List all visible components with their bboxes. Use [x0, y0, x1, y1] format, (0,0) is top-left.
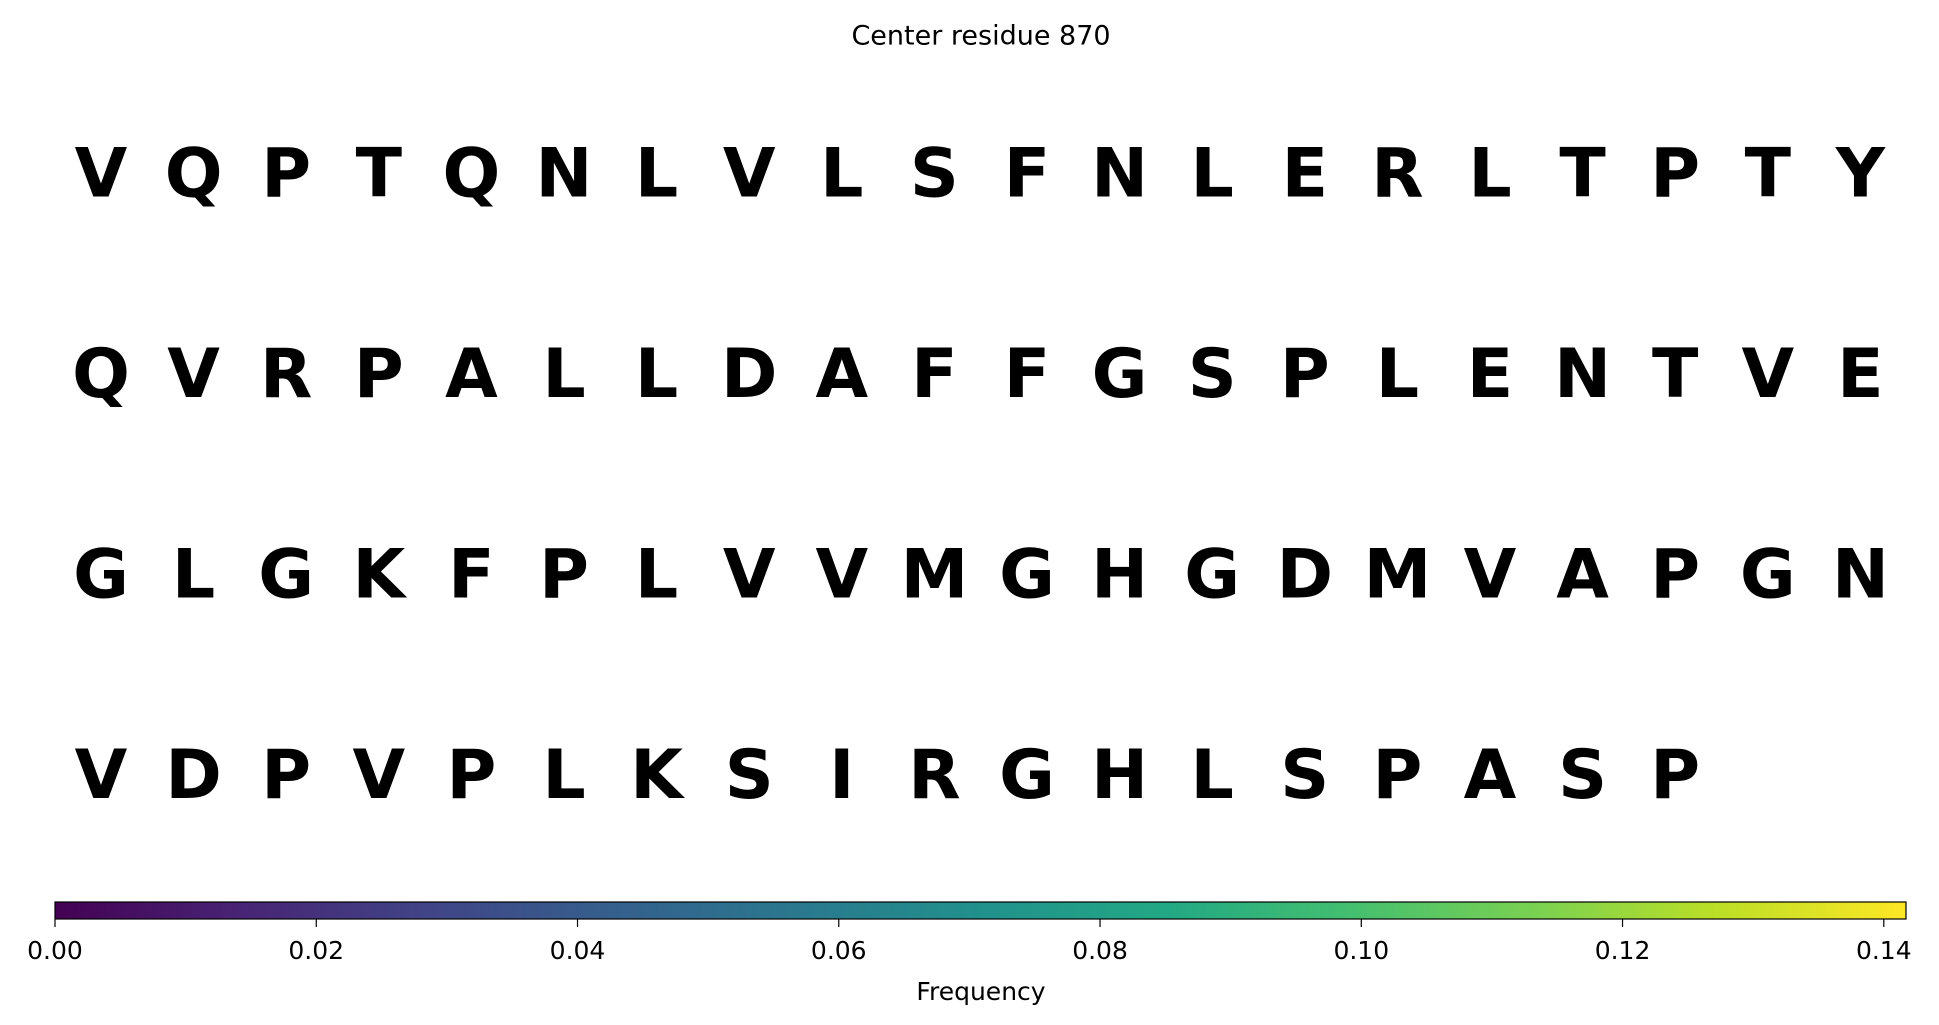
residue: P: [1372, 736, 1422, 815]
residue: L: [1191, 135, 1234, 214]
residue: A: [445, 335, 498, 414]
residue: L: [1468, 135, 1511, 214]
tick-label: 0.12: [1595, 936, 1651, 965]
residue: D: [721, 335, 777, 414]
tick-label: 0.02: [288, 936, 344, 965]
residue: P: [1650, 736, 1700, 815]
residue: S: [1280, 736, 1329, 815]
residue: F: [1004, 335, 1050, 414]
residue: Q: [442, 135, 500, 214]
tick-label: 0.10: [1333, 936, 1389, 965]
residue: N: [1832, 536, 1889, 615]
residue: R: [260, 335, 312, 414]
residue: P: [1650, 135, 1700, 214]
residue: E: [1467, 335, 1513, 414]
residue: L: [1376, 335, 1419, 414]
residue: R: [1371, 135, 1423, 214]
residue: G: [1184, 536, 1240, 615]
residue: V: [723, 135, 776, 214]
tick-label: 0.06: [811, 936, 867, 965]
tick-label: 0.08: [1072, 936, 1128, 965]
residue: P: [261, 736, 311, 815]
residue: M: [1364, 536, 1432, 615]
residue: G: [258, 536, 314, 615]
residue: P: [261, 135, 311, 214]
residue: H: [1091, 736, 1148, 815]
residue: L: [542, 736, 585, 815]
tick-label: 0.14: [1856, 936, 1912, 965]
residue: N: [1091, 135, 1148, 214]
residue: P: [1280, 335, 1330, 414]
residue: T: [1652, 335, 1699, 414]
residue: Q: [165, 135, 223, 214]
residue: A: [1556, 536, 1609, 615]
residue: N: [536, 135, 593, 214]
residue: P: [539, 536, 589, 615]
residue: V: [167, 335, 220, 414]
residue: D: [1277, 536, 1333, 615]
residue: T: [1559, 135, 1606, 214]
residue: V: [1464, 536, 1517, 615]
residue: L: [820, 135, 863, 214]
residue: S: [725, 736, 774, 815]
residue: N: [1554, 335, 1611, 414]
residue: K: [630, 736, 685, 815]
residue: L: [542, 335, 585, 414]
residue: A: [1464, 736, 1517, 815]
colorbar-label: Frequency: [916, 977, 1045, 1006]
residue: V: [815, 536, 868, 615]
residue: S: [1188, 335, 1237, 414]
residue: L: [172, 536, 215, 615]
residue: H: [1091, 536, 1148, 615]
residue: T: [1745, 135, 1792, 214]
residue: Q: [72, 335, 130, 414]
tick-label: 0.04: [550, 936, 606, 965]
residue: F: [1004, 135, 1050, 214]
residue: P: [354, 335, 404, 414]
residue: G: [73, 536, 129, 615]
residue: T: [356, 135, 403, 214]
residue: E: [1837, 335, 1883, 414]
residue: G: [1740, 536, 1796, 615]
residue: G: [999, 736, 1055, 815]
colorbar: [54, 901, 1907, 920]
residue: L: [635, 135, 678, 214]
residue: I: [829, 736, 854, 815]
residue: S: [910, 135, 959, 214]
residue: V: [723, 536, 776, 615]
residue: V: [352, 736, 405, 815]
residue: M: [901, 536, 969, 615]
residue: V: [1741, 335, 1794, 414]
chart-title: Center residue 870: [851, 21, 1110, 52]
residue: A: [815, 335, 868, 414]
residue: L: [635, 335, 678, 414]
residue: Y: [1835, 135, 1886, 214]
residue: P: [446, 736, 496, 815]
residue: S: [1558, 736, 1607, 815]
tick-label: 0.00: [27, 936, 83, 965]
residue: E: [1282, 135, 1328, 214]
residue: K: [352, 536, 407, 615]
residue: P: [1650, 536, 1700, 615]
residue: V: [75, 135, 128, 214]
residue: F: [911, 335, 957, 414]
residue: V: [75, 736, 128, 815]
residue: L: [635, 536, 678, 615]
residue: D: [165, 736, 221, 815]
residue: R: [908, 736, 960, 815]
residue: L: [1191, 736, 1234, 815]
residue: F: [448, 536, 494, 615]
residue: G: [1092, 335, 1148, 414]
residue: G: [999, 536, 1055, 615]
